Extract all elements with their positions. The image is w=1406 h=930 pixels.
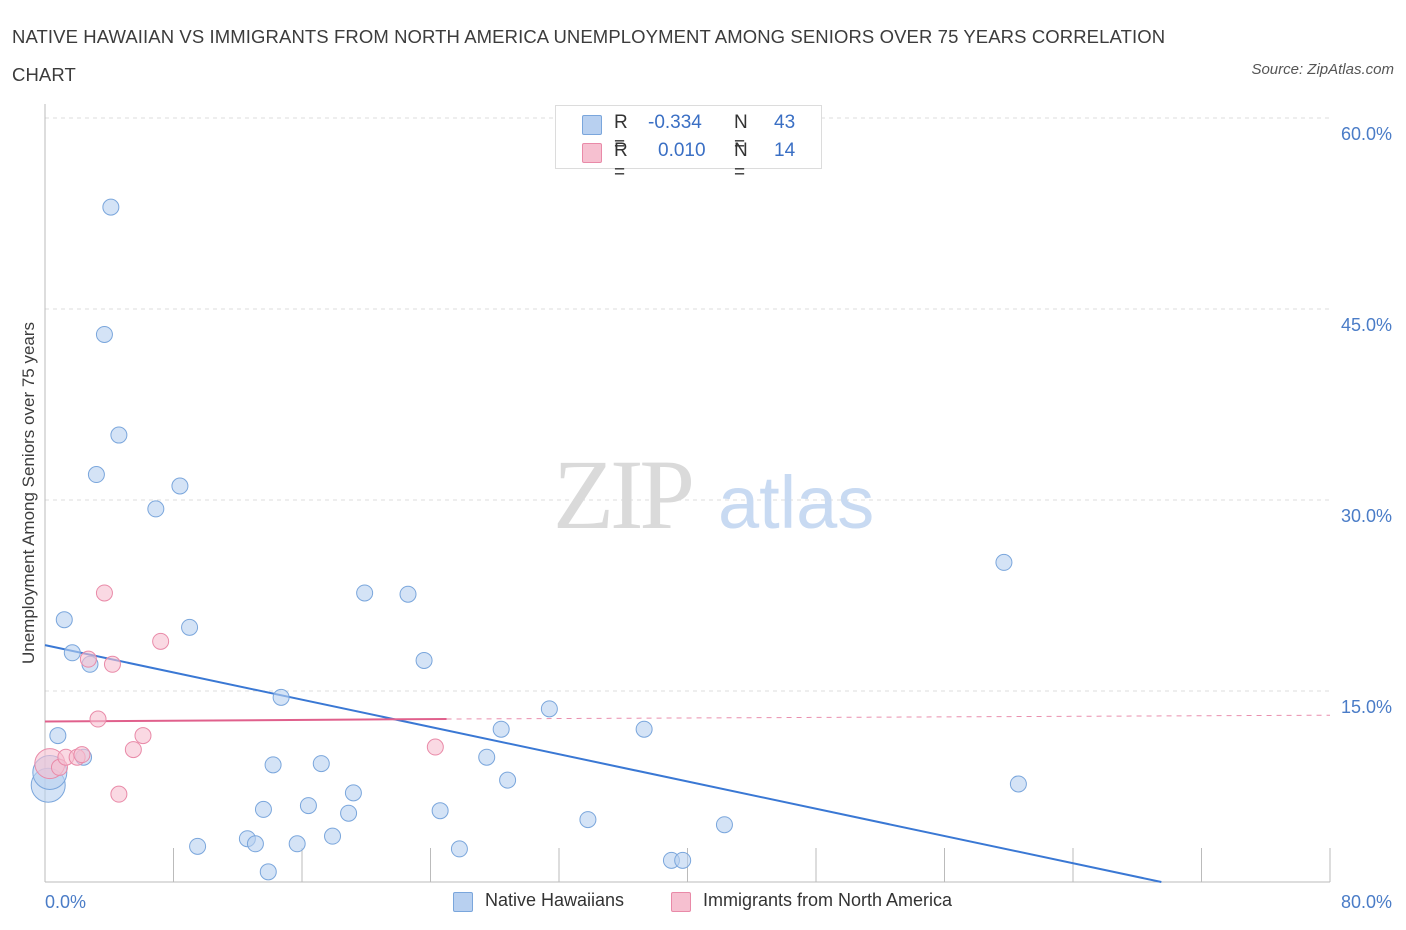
data-points <box>30 198 1027 881</box>
y-tick-label: 45.0% <box>1341 315 1392 335</box>
native-hawaiian-point <box>324 827 342 845</box>
y-axis-label-group: Unemployment Among Seniors over 75 years <box>19 322 38 664</box>
chart-title: NATIVE HAWAIIAN VS IMMIGRANTS FROM NORTH… <box>12 26 1166 85</box>
immigrant-point <box>95 584 113 602</box>
grid-lines <box>45 117 1330 692</box>
immigrant-trend-extension <box>446 714 1331 720</box>
r-value: -0.334 <box>648 112 702 133</box>
legend-label: Immigrants from North America <box>703 890 953 910</box>
native-hawaiian-point <box>49 727 67 745</box>
legend-swatch-blue <box>453 892 473 912</box>
native-hawaiian-point <box>147 500 165 518</box>
native-hawaiian-point <box>246 835 264 853</box>
watermark: ZIP atlas <box>553 439 874 550</box>
native-hawaiian-point <box>635 720 653 738</box>
native-hawaiian-point <box>288 835 306 853</box>
immigrant-point <box>124 741 142 759</box>
legend-swatch-blue <box>582 115 602 135</box>
native-hawaiian-point <box>110 426 128 444</box>
immigrant-point <box>73 746 91 764</box>
n-value: 43 <box>774 112 796 133</box>
native-hawaiian-point <box>450 840 468 858</box>
native-hawaiian-point <box>102 198 120 216</box>
tick-labels: 15.0% 30.0% 45.0% 60.0% 0.0% 80.0% <box>45 124 1392 912</box>
chart-source: Source: ZipAtlas.com <box>1251 61 1394 78</box>
native-hawaiian-point <box>415 651 433 669</box>
immigrant-point <box>152 632 170 650</box>
x-tick-label: 80.0% <box>1341 892 1392 912</box>
watermark-zip: ZIP <box>553 439 691 550</box>
native-hawaiian-point <box>254 800 272 818</box>
native-hawaiian-point <box>478 748 496 766</box>
immigrant-point <box>89 710 107 728</box>
native-hawaiian-point <box>344 784 362 802</box>
native-hawaiian-point <box>171 477 189 495</box>
immigrant-point <box>110 785 128 803</box>
native-hawaiian-point <box>87 466 105 484</box>
immigrant-point <box>426 738 444 756</box>
r-label: R = <box>614 112 628 155</box>
native-hawaiian-trend-line <box>44 644 1162 883</box>
y-tick-label: 30.0% <box>1341 506 1392 526</box>
native-hawaiian-point <box>579 811 597 829</box>
native-hawaiian-point <box>181 618 199 636</box>
native-hawaiian-point <box>272 688 290 706</box>
immigrant-point <box>79 650 97 668</box>
n-label: N = <box>734 112 748 155</box>
legend-label: Native Hawaiians <box>485 890 625 910</box>
native-hawaiian-point <box>340 804 358 822</box>
native-hawaiian-point <box>715 816 733 834</box>
y-axis-label: Unemployment Among Seniors over 75 years <box>19 322 38 664</box>
y-tick-label: 60.0% <box>1341 124 1392 144</box>
native-hawaiian-point <box>399 585 417 603</box>
immigrant-trend-line <box>44 718 447 723</box>
y-tick-label: 15.0% <box>1341 697 1392 717</box>
native-hawaiian-point <box>356 584 374 602</box>
r-label: R = <box>614 140 628 183</box>
trend-lines <box>44 644 1331 883</box>
native-hawaiian-point <box>63 644 81 662</box>
immigrant-point <box>103 655 121 673</box>
x-tick-label: 0.0% <box>45 892 86 912</box>
r-value: 0.010 <box>658 140 706 161</box>
native-hawaiian-point <box>189 837 207 855</box>
legend-swatch-pink <box>582 143 602 163</box>
native-hawaiian-point <box>492 720 510 738</box>
native-hawaiian-point <box>674 851 692 869</box>
native-hawaiian-point <box>312 755 330 773</box>
native-hawaiian-point <box>995 553 1013 571</box>
native-hawaiian-point <box>540 700 558 718</box>
native-hawaiian-point <box>95 325 113 343</box>
stats-legend: R = -0.334 N = 43 R = 0.010 N = 14 <box>555 105 822 183</box>
native-hawaiian-point <box>259 863 277 881</box>
n-value: 14 <box>774 140 796 161</box>
native-hawaiian-point <box>299 797 317 815</box>
native-hawaiian-point <box>499 771 517 789</box>
native-hawaiian-point <box>431 802 449 820</box>
n-label: N = <box>734 140 748 183</box>
immigrant-point <box>134 727 152 745</box>
watermark-atlas: atlas <box>718 461 874 544</box>
legend-swatch-pink <box>671 892 691 912</box>
native-hawaiian-point <box>55 611 73 629</box>
native-hawaiian-point <box>1009 775 1027 793</box>
native-hawaiian-point <box>264 756 282 774</box>
